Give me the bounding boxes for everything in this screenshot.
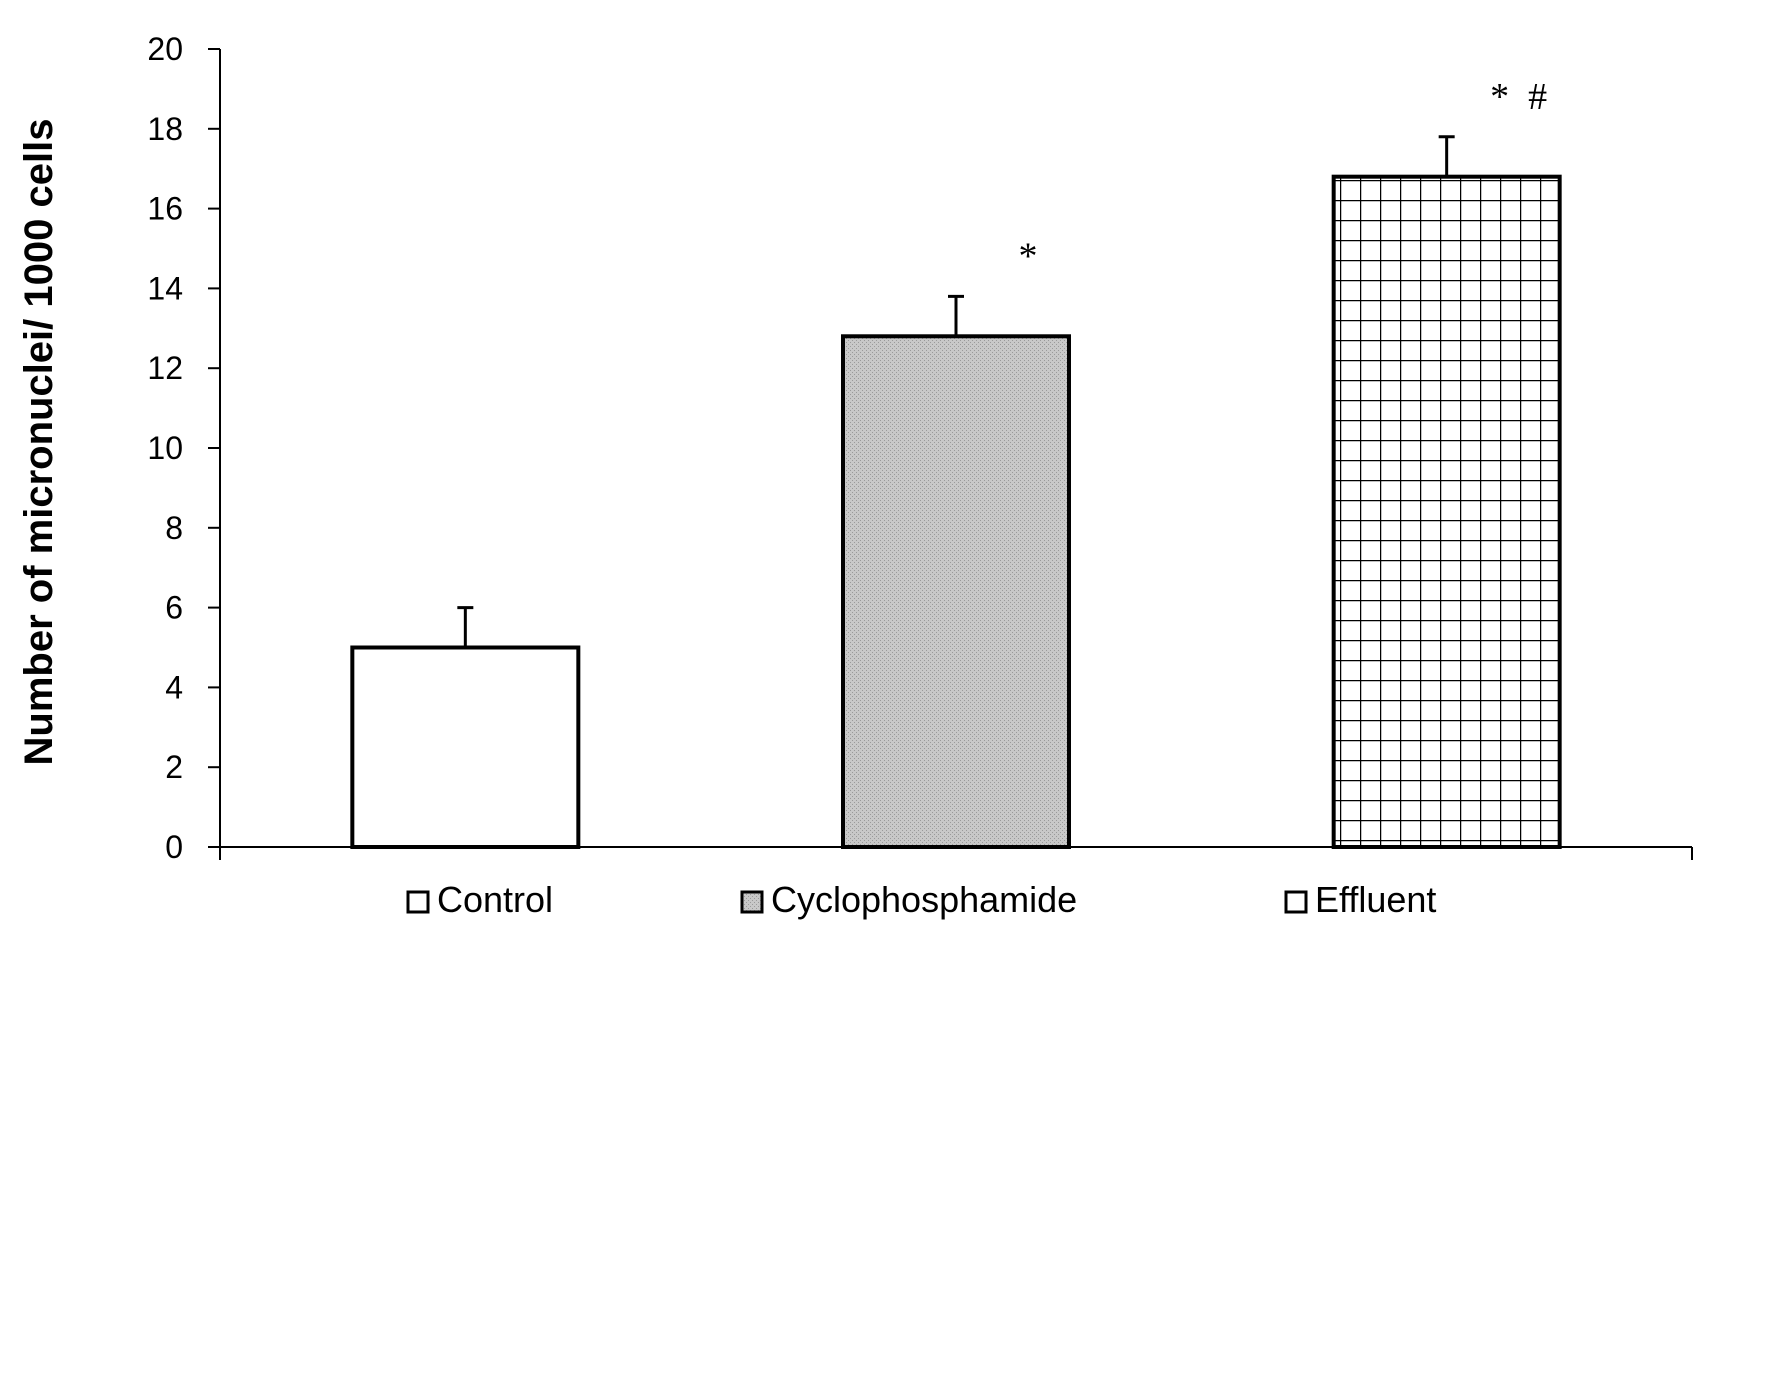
legend-label: Cyclophosphamide <box>771 879 1077 920</box>
y-tick-label: 2 <box>165 749 183 785</box>
legend-label: Effluent <box>1315 879 1436 920</box>
bar-cyclophosphamide <box>841 334 1071 849</box>
y-tick-label: 0 <box>165 829 183 865</box>
bar-effluent <box>1331 174 1562 849</box>
bar-control <box>350 645 581 849</box>
y-tick-label: 6 <box>165 590 183 626</box>
chart-legend: Control Cyclophosphamide Effluent <box>406 879 1436 920</box>
significance-annotation: * # <box>1490 76 1547 118</box>
legend-swatch <box>740 890 764 914</box>
y-tick-label: 8 <box>165 510 183 546</box>
chart-bars: * * # <box>350 76 1562 849</box>
y-tick-label: 4 <box>165 669 183 705</box>
y-tick-label: 18 <box>147 111 183 147</box>
y-tick-label: 14 <box>147 270 183 306</box>
y-tick-label: 20 <box>147 31 183 67</box>
y-tick-label: 10 <box>147 430 183 466</box>
legend-swatch <box>1284 890 1308 914</box>
legend-label: Control <box>437 879 553 920</box>
y-tick-label: 12 <box>147 350 183 386</box>
y-tick-label: 16 <box>147 191 183 227</box>
y-axis-title: Number of micronuclei/ 1000 cells <box>17 119 61 766</box>
legend-swatch <box>406 890 430 914</box>
significance-annotation: * <box>1019 235 1038 277</box>
